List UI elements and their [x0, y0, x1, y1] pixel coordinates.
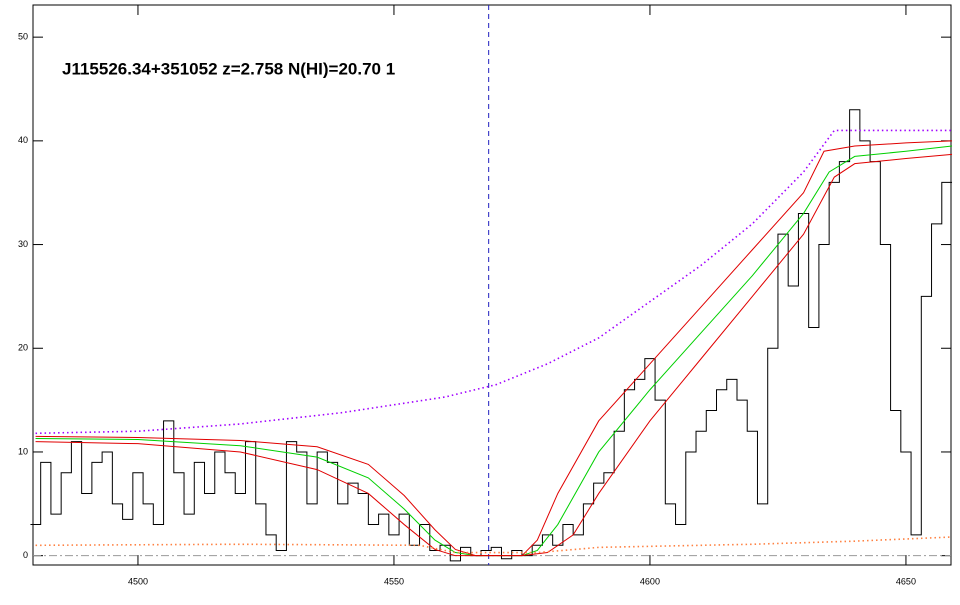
y-tick-label: 40 [18, 135, 28, 145]
series-line [35, 536, 953, 554]
series-line [35, 145, 953, 557]
plot-frame [32, 4, 952, 566]
x-tick-label: 4500 [128, 576, 148, 586]
x-tick-label: 4550 [384, 576, 404, 586]
series-line [35, 140, 953, 557]
series-line [35, 129, 953, 435]
y-tick-label: 0 [23, 550, 28, 560]
chart-title: J115526.34+351052 z=2.758 N(HI)=20.70 1 [62, 59, 395, 78]
y-tick-label: 20 [18, 343, 28, 353]
y-tick-label: 50 [18, 32, 28, 42]
x-tick-label: 4650 [896, 576, 916, 586]
x-tick-label: 4600 [640, 576, 660, 586]
y-tick-label: 30 [18, 239, 28, 249]
series-line [30, 109, 953, 562]
y-tick-label: 10 [18, 446, 28, 456]
series-line [35, 153, 953, 557]
